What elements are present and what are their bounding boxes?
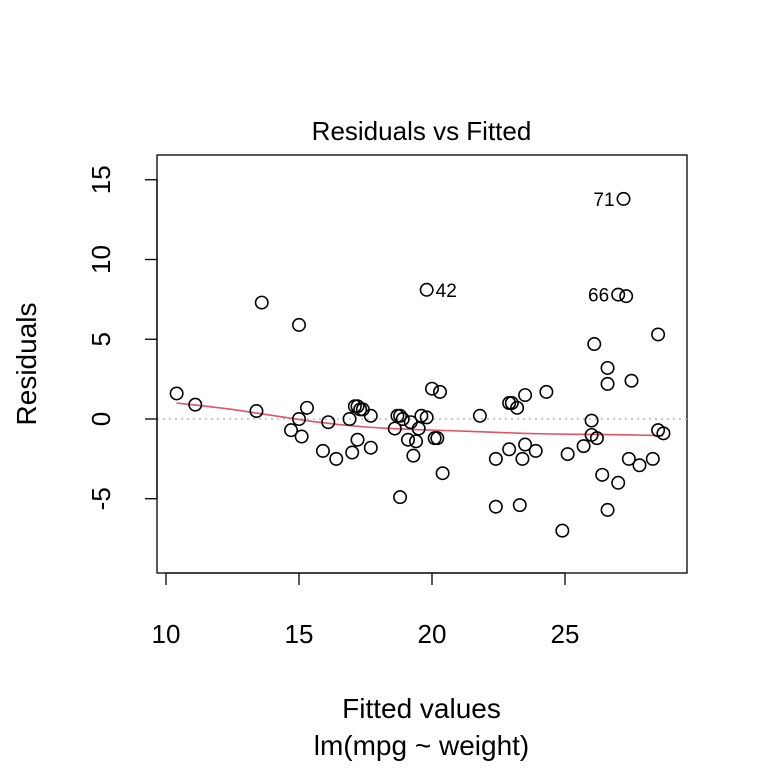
x-tick-label: 20	[418, 619, 447, 649]
data-point	[512, 498, 527, 513]
x-tick-label: 10	[152, 619, 181, 649]
data-point	[430, 431, 445, 446]
data-point	[393, 490, 408, 505]
data-point	[619, 289, 634, 304]
chart-title: Residuals vs Fitted	[312, 116, 532, 146]
y-axis-label: Residuals	[11, 303, 42, 426]
data-point	[321, 415, 336, 430]
data-point	[406, 448, 421, 463]
data-point	[576, 439, 591, 454]
point-label: 71	[593, 190, 614, 211]
data-point	[294, 429, 309, 444]
data-point	[345, 445, 360, 460]
data-point	[600, 502, 615, 517]
data-point	[350, 432, 365, 447]
data-point	[600, 360, 615, 375]
data-point	[518, 388, 533, 403]
data-point	[409, 434, 424, 449]
data-point	[424, 381, 439, 396]
data-point	[169, 386, 184, 401]
data-point	[600, 376, 615, 391]
smoother-line	[176, 402, 664, 437]
chart-subtitle: lm(mpg ~ weight)	[314, 730, 530, 761]
data-point	[315, 443, 330, 458]
data-point	[419, 410, 434, 425]
data-point	[432, 384, 447, 399]
x-tick-label: 15	[285, 619, 314, 649]
data-point	[656, 426, 671, 441]
data-point	[624, 373, 639, 388]
data-point	[414, 408, 429, 423]
data-point	[555, 523, 570, 538]
data-point	[504, 396, 519, 411]
data-point	[528, 443, 543, 458]
data-point	[518, 437, 533, 452]
data-point	[284, 423, 299, 438]
data-point	[560, 447, 575, 462]
data-point	[488, 451, 503, 466]
data-point	[342, 411, 357, 426]
y-tick-label: 5	[86, 332, 116, 346]
data-point	[419, 282, 434, 297]
y-tick-label: 15	[86, 165, 116, 194]
data-point	[249, 404, 264, 419]
data-point	[616, 191, 631, 206]
data-point	[299, 400, 314, 415]
x-tick-label: 25	[551, 619, 580, 649]
data-point	[411, 421, 426, 436]
data-point	[510, 400, 525, 415]
data-point	[395, 411, 410, 426]
data-point	[401, 432, 416, 447]
data-point	[393, 408, 408, 423]
data-point	[515, 451, 530, 466]
data-point	[329, 451, 344, 466]
data-point	[291, 317, 306, 332]
data-point	[539, 384, 554, 399]
data-point	[651, 327, 666, 342]
data-point	[363, 408, 378, 423]
data-point	[363, 440, 378, 455]
data-point	[611, 287, 626, 302]
data-point	[427, 431, 442, 446]
data-point	[387, 421, 402, 436]
point-label: 66	[588, 286, 609, 307]
data-point	[435, 466, 450, 481]
point-label: 42	[436, 281, 457, 302]
data-point	[188, 397, 203, 412]
y-tick-label: 10	[86, 245, 116, 274]
data-point	[584, 413, 599, 428]
data-point	[589, 431, 604, 446]
data-point	[291, 411, 306, 426]
data-point	[621, 451, 636, 466]
plot-frame	[156, 154, 688, 574]
data-point	[632, 458, 647, 473]
y-tick-label: -5	[86, 487, 116, 510]
y-tick-label: 0	[86, 412, 116, 426]
data-point	[472, 408, 487, 423]
plot-area: 10 15 20 25 -5 0 5 10 15 71 42 66	[86, 154, 688, 649]
data-point	[645, 451, 660, 466]
data-point	[611, 475, 626, 490]
data-point	[502, 442, 517, 457]
x-axis-label: Fitted values	[342, 693, 501, 724]
data-point	[254, 295, 269, 310]
data-point	[587, 337, 602, 352]
data-point	[595, 467, 610, 482]
data-point	[488, 499, 503, 514]
